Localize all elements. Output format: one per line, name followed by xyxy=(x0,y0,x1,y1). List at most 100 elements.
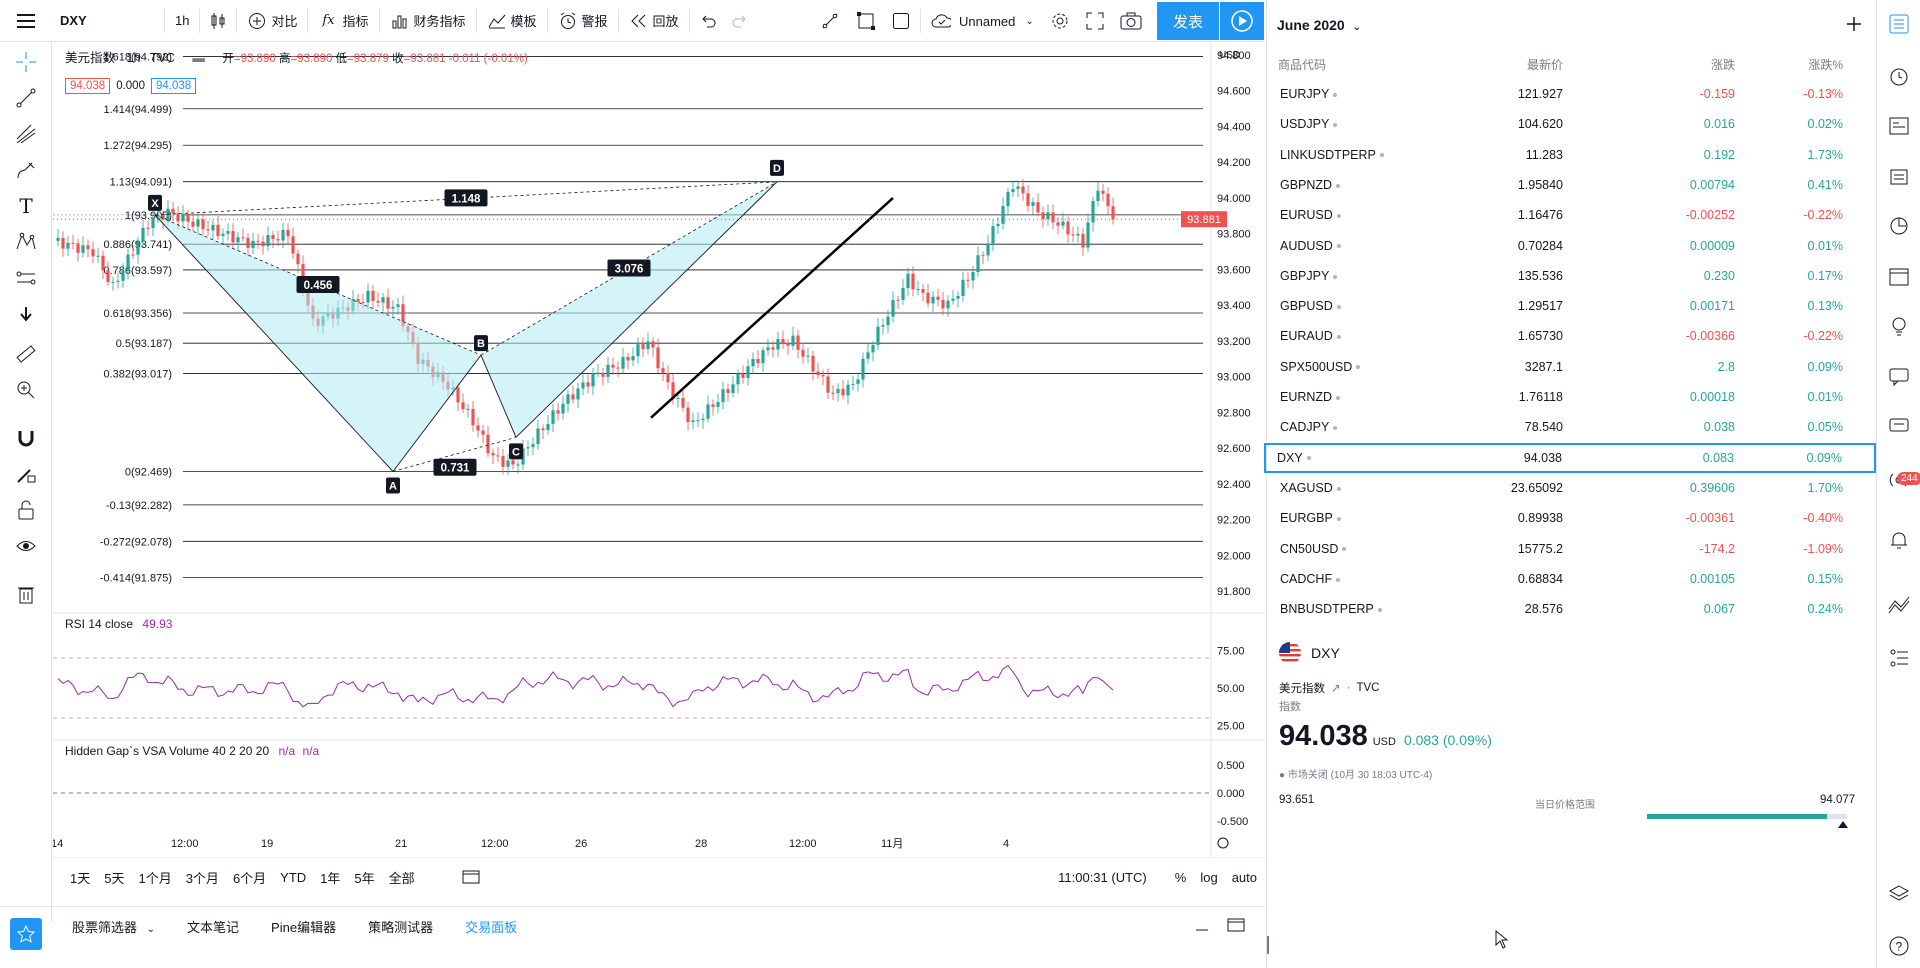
bid-price[interactable]: 94.038 xyxy=(65,78,111,94)
publish-button[interactable]: 发表 xyxy=(1157,2,1219,40)
pattern-tool[interactable] xyxy=(12,228,40,256)
price-chart[interactable]: 94.800 94.600 94.400 94.200 94.000 93.800 93.6… xyxy=(53,43,1265,858)
pattern-leg[interactable] xyxy=(515,181,778,438)
range-all[interactable]: 全部 xyxy=(388,870,415,886)
hotlist-toggle[interactable] xyxy=(1885,162,1913,190)
range-5y[interactable]: 5年 xyxy=(354,870,375,886)
calendar-toggle[interactable] xyxy=(1885,212,1913,240)
watchlist-row[interactable]: GBPJPY 135.536 0.230 0.17% xyxy=(1267,261,1877,291)
chats-toggle[interactable] xyxy=(1885,362,1913,390)
lock-drawings-tool[interactable] xyxy=(12,496,40,524)
add-symbol-button[interactable] xyxy=(1845,15,1863,36)
tab-trading-panel[interactable]: 交易面板 xyxy=(465,920,518,935)
watchlist-row[interactable]: EURNZD 1.76118 0.00018 0.01% xyxy=(1267,382,1877,412)
percent-scale-toggle[interactable]: % xyxy=(1174,869,1187,885)
log-scale-toggle[interactable]: log xyxy=(1200,869,1218,885)
col-change[interactable]: 涨跌 xyxy=(1710,58,1735,72)
range-3m[interactable]: 3个月 xyxy=(185,870,219,886)
trend-line-tool[interactable] xyxy=(12,84,40,112)
pattern-leg[interactable] xyxy=(392,354,482,472)
zoom-tool[interactable] xyxy=(12,376,40,404)
hide-drawings-tool[interactable] xyxy=(12,532,40,560)
watchlist-row[interactable]: SPX500USD 3287.1 2.8 0.09% xyxy=(1267,352,1877,382)
data-window-toggle[interactable] xyxy=(1885,112,1913,140)
pattern-ratio-badge[interactable] xyxy=(444,189,488,207)
redo-button[interactable] xyxy=(724,0,756,42)
watchlist-row[interactable]: CADCHF 0.68834 0.00105 0.15% xyxy=(1267,564,1877,594)
chart-type-button[interactable] xyxy=(202,0,234,42)
interval-button[interactable]: 1h xyxy=(175,13,190,28)
panel-resize-handle[interactable] xyxy=(1267,936,1269,954)
settings-button[interactable] xyxy=(1042,0,1078,42)
ask-price[interactable]: 94.038 xyxy=(150,78,197,94)
stay-drawing-tool[interactable] xyxy=(12,460,40,488)
watchlist-row[interactable]: EURAUD 1.65730 -0.00366 -0.22% xyxy=(1267,321,1877,351)
range-5d[interactable]: 5天 xyxy=(104,870,125,886)
axis-settings-icon[interactable] xyxy=(1217,837,1229,849)
col-last[interactable]: 最新价 xyxy=(1526,58,1563,72)
watchlist-row[interactable]: CADJPY 78.540 0.038 0.05% xyxy=(1267,412,1877,442)
range-6m[interactable]: 6个月 xyxy=(232,870,267,886)
drawing-toggle-button[interactable] xyxy=(812,0,848,42)
brush-tool[interactable] xyxy=(12,156,40,184)
crosshair-tool[interactable] xyxy=(12,48,40,76)
watchlist-row[interactable]: GBPUSD 1.29517 0.00171 0.13% xyxy=(1267,291,1877,321)
ideas-toggle[interactable] xyxy=(1885,312,1913,340)
save-layout-button[interactable]: Unnamed ⌄ xyxy=(923,0,1042,42)
pattern-leg[interactable] xyxy=(480,354,517,438)
tab-text-notes[interactable]: 文本笔记 xyxy=(187,920,240,935)
col-symbol[interactable]: 商品代码 xyxy=(1278,58,1327,72)
tab-pine-editor[interactable]: Pine编辑器 xyxy=(271,920,337,935)
measure-tool[interactable] xyxy=(12,340,40,368)
pattern-bcd-fill[interactable] xyxy=(481,181,777,438)
pine-screener-toggle[interactable] xyxy=(1885,590,1913,618)
pattern-point-badge[interactable] xyxy=(148,194,162,211)
symbol-search-button[interactable]: DXY xyxy=(60,13,87,28)
pattern-ratio-badge[interactable] xyxy=(296,276,340,294)
main-menu-button[interactable] xyxy=(0,0,52,42)
text-tool[interactable]: T xyxy=(12,192,40,220)
pattern-ratio-line[interactable] xyxy=(154,181,778,216)
magnet-tool[interactable] xyxy=(12,424,40,452)
prediction-tool[interactable] xyxy=(12,264,40,292)
minimize-panel-button[interactable] xyxy=(1195,918,1209,935)
pattern-ratio-badge[interactable] xyxy=(433,458,477,476)
watchlist-row[interactable]: USDJPY 104.620 0.016 0.02% xyxy=(1267,109,1877,139)
watchlist-row[interactable]: EURUSD 1.16476 -0.00252 -0.22% xyxy=(1267,200,1877,230)
pattern-ratio-line[interactable] xyxy=(154,214,482,356)
goto-date-button[interactable] xyxy=(462,868,480,887)
templates-button[interactable]: 模板 xyxy=(479,0,545,42)
pattern-point-badge[interactable] xyxy=(386,477,400,494)
gann-fib-tool[interactable] xyxy=(12,120,40,148)
favorites-button[interactable] xyxy=(10,918,42,950)
compare-button[interactable]: 对比 xyxy=(239,0,305,42)
play-button[interactable] xyxy=(1220,2,1264,40)
pattern-xab-fill[interactable] xyxy=(155,214,481,472)
watchlist-row[interactable]: LINKUSDTPERP 11.283 0.192 1.73% xyxy=(1267,140,1877,170)
fullscreen-button[interactable] xyxy=(1078,0,1112,42)
economic-calendar-toggle[interactable] xyxy=(1885,262,1913,290)
watchlist-row[interactable]: BNBUSDTPERP 28.576 0.067 0.24% xyxy=(1267,594,1877,624)
tab-strategy-tester[interactable]: 策略测试器 xyxy=(368,920,434,935)
chart-pane[interactable]: 94.800 94.600 94.400 94.200 94.000 93.800 93.6… xyxy=(53,43,1265,858)
layout-button[interactable] xyxy=(884,0,918,42)
tab-stock-screener[interactable]: 股票筛选器 ⌄ xyxy=(56,917,171,936)
pattern-point-badge[interactable] xyxy=(509,443,523,460)
watchlist-row[interactable]: AUDUSD 0.70284 0.00009 0.01% xyxy=(1267,231,1877,261)
rsi-line[interactable] xyxy=(57,664,1114,708)
undo-button[interactable] xyxy=(692,0,724,42)
range-1y[interactable]: 1年 xyxy=(320,870,341,886)
watchlist-toggle[interactable] xyxy=(1885,10,1913,38)
watchlist-row[interactable]: EURGBP 0.89938 -0.00361 -0.40% xyxy=(1267,503,1877,533)
legend-symbol-name[interactable]: 美元指数 xyxy=(65,51,116,65)
help-button[interactable]: ? xyxy=(1885,932,1913,960)
layers-toggle[interactable] xyxy=(1885,880,1913,908)
maximize-panel-button[interactable] xyxy=(1227,918,1245,935)
snapshot-button[interactable] xyxy=(1112,0,1150,42)
messages-toggle[interactable] xyxy=(1885,412,1913,440)
pattern-point-badge[interactable] xyxy=(770,159,784,176)
external-link-icon[interactable]: ↗ xyxy=(1331,683,1341,695)
more-tools-arrow[interactable] xyxy=(12,300,40,328)
col-change-pct[interactable]: 涨跌% xyxy=(1808,58,1843,72)
indicators-button[interactable]: fx 指标 xyxy=(310,0,376,42)
